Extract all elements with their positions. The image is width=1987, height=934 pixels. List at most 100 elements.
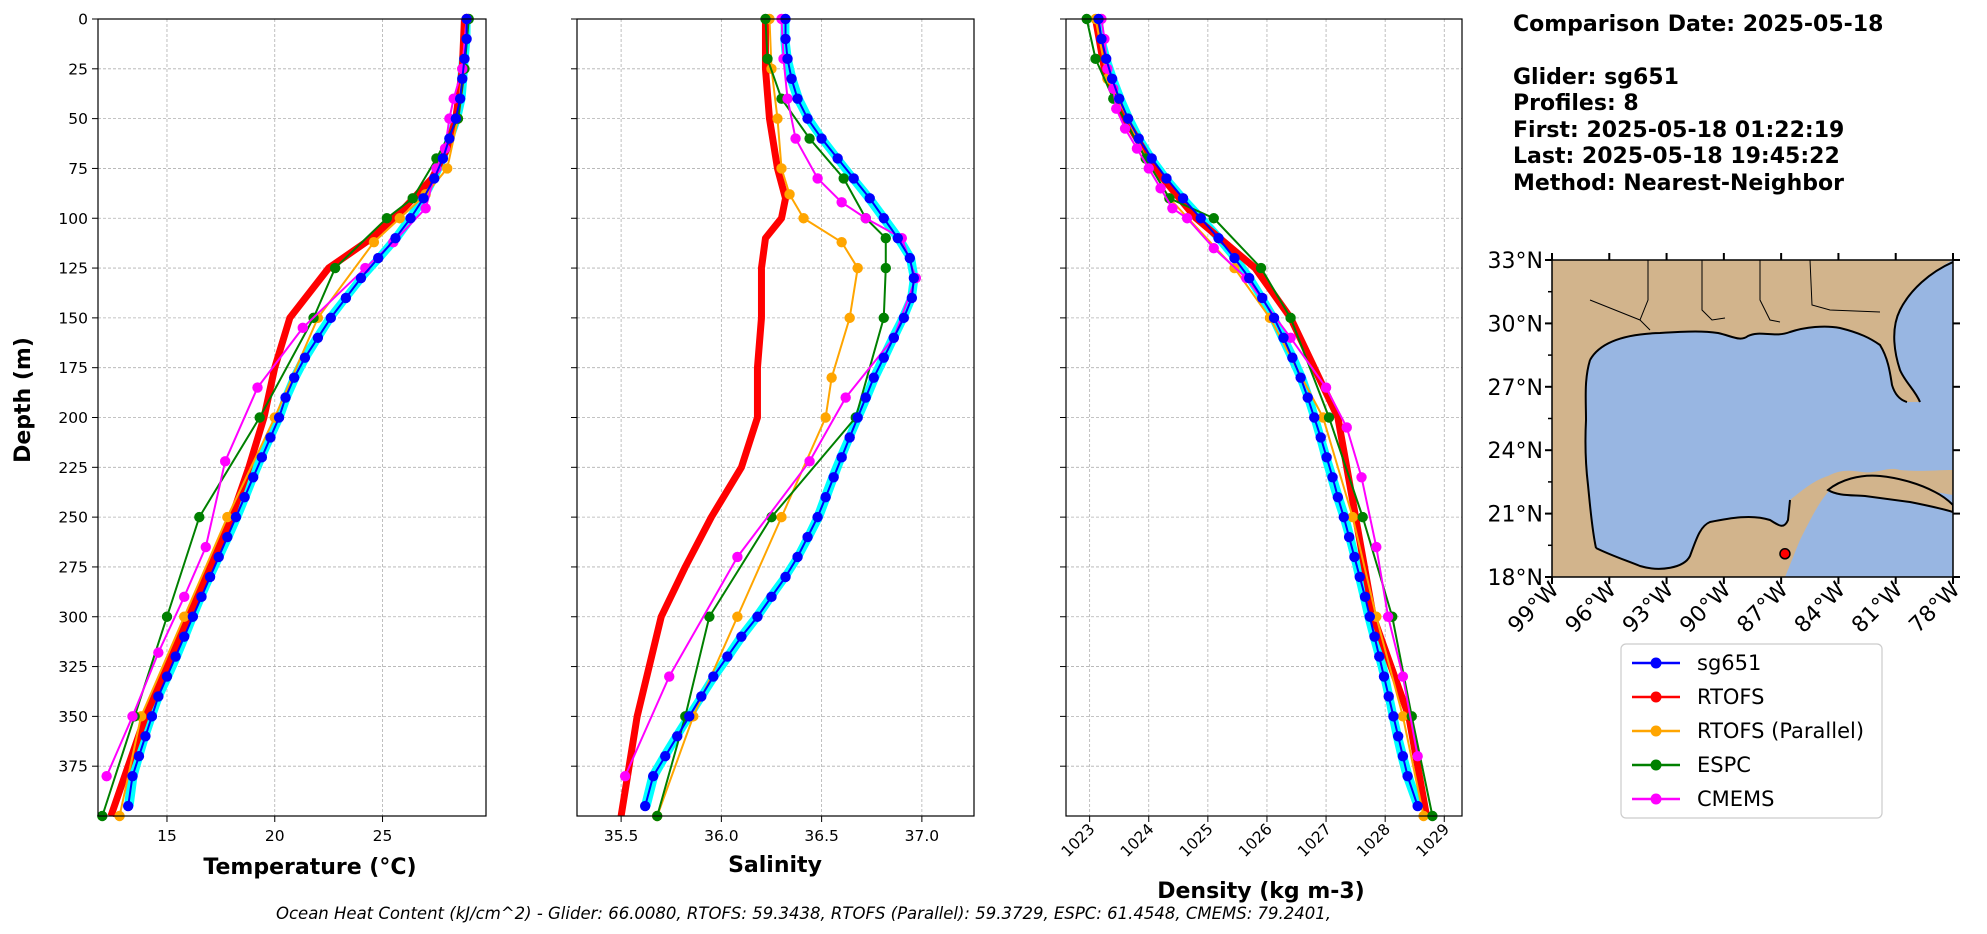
legend-swatch-marker [1650, 759, 1662, 771]
series-point-sg651 [325, 312, 336, 324]
temperature-panel: 0 25 50 75 100 125 150 175 200 225 250 275 300 325 350… [58, 11, 487, 845]
series-point-cmems [1371, 541, 1382, 553]
series-point-rtofs-parallel- [368, 236, 380, 248]
series-point-rtofs-parallel- [179, 611, 190, 622]
map-lat-label: 24°N [1488, 439, 1543, 464]
glider-profile-line [126, 18, 471, 807]
series-point-cmems [1382, 611, 1394, 622]
footer-text: Ocean Heat Content (kJ/cm^2) - Glider: 6… [275, 904, 1332, 923]
series-point-sg651 [248, 472, 259, 483]
map-lon-label: 90°W [1675, 577, 1736, 638]
legend-label: ESPC [1697, 753, 1751, 777]
glider-profile-line [1095, 18, 1421, 807]
series-point-sg651 [280, 392, 291, 403]
glider-profile-line [643, 18, 919, 807]
map-lon-label: 96°W [1561, 577, 1622, 638]
series-point-sg651 [444, 133, 455, 144]
legend-label: RTOFS (Parallel) [1697, 719, 1864, 743]
series-point-sg651 [1397, 751, 1409, 762]
glider-profile-line [1096, 18, 1422, 808]
temperature-axis-label: Temperature (°C) [203, 855, 416, 880]
series-point-sg651 [1412, 800, 1423, 812]
series-point-sg651 [146, 711, 158, 722]
series-point-cmems [1412, 751, 1423, 762]
series-point-sg651 [1213, 232, 1224, 244]
series-point-sg651 [355, 272, 367, 284]
series-point-sg651 [1388, 711, 1399, 722]
series-point-sg651 [1287, 352, 1298, 363]
series-point-sg651 [1161, 173, 1172, 184]
series-point-sg651 [848, 173, 859, 184]
series-point-sg651 [1392, 731, 1404, 742]
series-point-sg651 [230, 511, 242, 523]
series-point-sg651 [1295, 372, 1306, 383]
series-point-rtofs-parallel- [1397, 711, 1409, 722]
legend-label: CMEMS [1697, 787, 1775, 811]
series-point-sg651 [639, 800, 651, 812]
glider-profile-line [124, 18, 469, 807]
series-point-cmems [1143, 163, 1154, 174]
y-tick-label: 50 [68, 110, 88, 128]
series-point-cmems [860, 213, 871, 224]
series-point-rtofs-parallel- [442, 163, 453, 174]
first-time: First: 2025-05-18 01:22:19 [1513, 117, 1845, 143]
x-tick-label: 1026 [1235, 820, 1276, 861]
y-tick-label: 150 [58, 309, 88, 327]
series-point-sg651 [1096, 33, 1107, 45]
series-point-espc [194, 511, 205, 523]
series-point-espc [1323, 412, 1335, 423]
series-point-sg651 [1349, 551, 1360, 563]
series-point-rtofs-parallel- [784, 189, 795, 200]
series-point-sg651 [122, 800, 134, 812]
y-tick-label: 175 [58, 359, 88, 377]
legend-label: sg651 [1697, 651, 1761, 675]
series-point-sg651 [161, 671, 173, 682]
series-point-sg651 [459, 53, 470, 65]
series-point-espc [1285, 312, 1296, 324]
info-panel: Comparison Date: 2025-05-18 Glider: sg651… [1513, 12, 1883, 197]
series-point-cmems [840, 392, 851, 403]
series-point-sg651 [454, 93, 466, 104]
x-tick-label: 1027 [1294, 820, 1335, 861]
series-point-sg651 [786, 73, 797, 84]
series-point-sg651 [1378, 671, 1390, 682]
series-point-sg651 [340, 292, 352, 304]
series-point-cmems [1341, 422, 1352, 433]
series-point-cmems [101, 770, 112, 782]
depth-axis-label: Depth (m) [11, 337, 36, 463]
series-point-sg651 [239, 492, 250, 503]
series-point-sg651 [792, 93, 803, 104]
series-point-sg651 [1338, 511, 1349, 523]
caribbean-sea [1785, 480, 1953, 577]
series-point-sg651 [792, 551, 803, 563]
series-point-sg651 [196, 591, 207, 603]
series-point-sg651 [1374, 651, 1385, 662]
series-point-sg651 [450, 113, 462, 124]
x-tick-label: 1028 [1353, 820, 1394, 861]
series-point-espc [254, 412, 265, 423]
x-tick-label: 37.0 [905, 827, 940, 845]
series-point-espc [804, 133, 815, 144]
series-point-sg651 [1364, 611, 1375, 622]
legend-label: RTOFS [1697, 685, 1764, 709]
series-point-sg651 [852, 412, 863, 423]
y-tick-label: 225 [58, 459, 88, 477]
comparison-date: Comparison Date: 2025-05-18 [1513, 12, 1884, 37]
series-point-rtofs-parallel- [772, 113, 783, 124]
map-lon-label: 87°W [1733, 577, 1794, 638]
series-point-espc [1090, 53, 1101, 65]
series-point-sg651 [265, 432, 276, 443]
series-line-sg651 [644, 19, 915, 807]
glider-profile-line [127, 18, 471, 807]
series-point-sg651 [696, 691, 707, 702]
series-point-cmems [1208, 242, 1219, 254]
series-point-espc [1255, 262, 1267, 274]
series-point-espc [1164, 193, 1175, 204]
series-point-espc [704, 611, 715, 622]
series-point-cmems [1131, 143, 1143, 154]
series-point-sg651 [204, 571, 216, 583]
x-tick-label: 35.5 [604, 827, 639, 845]
series-point-sg651 [708, 671, 719, 682]
series-point-cmems [782, 93, 793, 104]
